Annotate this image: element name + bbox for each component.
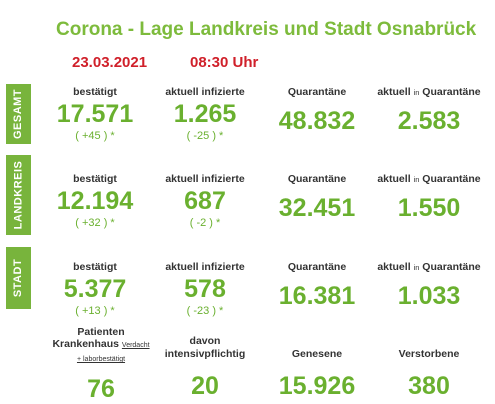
- patienten-label: Patienten: [77, 326, 125, 338]
- report-date: 23.03.2021: [72, 54, 148, 71]
- bestaetigt-value: 17.571: [56, 100, 134, 128]
- section-label-stadt: STADT: [6, 247, 31, 309]
- laborbestaetigt-label: + laborbestätigt: [76, 356, 126, 363]
- aktuell-quarantaene-value: 1.033: [397, 282, 461, 310]
- bestaetigt-delta: ( +13 ) *: [75, 305, 115, 317]
- genesene-label: Genesene: [291, 348, 343, 360]
- quarantaene-label: Quarantäne: [287, 173, 347, 185]
- bestaetigt-label: bestätigt: [73, 261, 117, 273]
- gesamt-bestaetigt: bestätigt 17.571 ( +45 ) *: [30, 86, 160, 143]
- genesene-value: 15.926: [278, 372, 356, 400]
- landkreis-bestaetigt: bestätigt 12.194 ( +32 ) *: [30, 173, 160, 230]
- bestaetigt-delta: ( +45 ) *: [75, 130, 115, 142]
- infizierte-delta: ( -2 ) *: [189, 217, 221, 229]
- stadt-aktuell-quarantaene: aktuell in Quarantäne 1.033: [364, 261, 494, 311]
- aktuell-quarantaene-label: aktuell in Quarantäne: [377, 173, 481, 185]
- gesamt-quarantaene: Quarantäne 48.832: [252, 86, 382, 136]
- infizierte-label: aktuell infizierte: [165, 261, 245, 273]
- section-label-landkreis: LANDKREIS: [6, 155, 31, 235]
- verstorbene-value: 380: [408, 372, 450, 400]
- landkreis-aktuell-quarantaene: aktuell in Quarantäne 1.550: [364, 173, 494, 223]
- krankenhaus-value: 76: [87, 375, 115, 403]
- section-label-gesamt: GESAMT: [6, 84, 31, 144]
- report-time: 08:30 Uhr: [190, 54, 259, 71]
- intensiv-block: davon intensivpflichtig 20: [140, 335, 270, 401]
- bestaetigt-label: bestätigt: [73, 86, 117, 98]
- gesamt-aktuell-quarantaene: aktuell in Quarantäne 2.583: [364, 86, 494, 136]
- aktuell-quarantaene-value: 1.550: [397, 194, 461, 222]
- bestaetigt-value: 5.377: [63, 275, 127, 303]
- page-title: Corona - Lage Landkreis und Stadt Osnabr…: [56, 19, 477, 40]
- landkreis-infizierte: aktuell infizierte 687 ( -2 ) *: [140, 173, 270, 230]
- landkreis-quarantaene: Quarantäne 32.451: [252, 173, 382, 223]
- infizierte-value: 687: [184, 187, 226, 215]
- davon-label: davon: [189, 335, 221, 347]
- verstorbene-block: Verstorbene 380: [364, 348, 494, 401]
- infizierte-delta: ( -23 ) *: [186, 305, 224, 317]
- stadt-bestaetigt: bestätigt 5.377 ( +13 ) *: [30, 261, 160, 318]
- aktuell-quarantaene-label: aktuell in Quarantäne: [377, 86, 481, 98]
- infizierte-value: 578: [184, 275, 226, 303]
- infizierte-label: aktuell infizierte: [165, 173, 245, 185]
- intensiv-label: intensivpflichtig: [164, 348, 246, 360]
- krankenhaus-block: Patienten Krankenhaus Verdacht + laborbe…: [36, 326, 166, 404]
- infizierte-delta: ( -25 ) *: [186, 130, 224, 142]
- bestaetigt-label: bestätigt: [73, 173, 117, 185]
- quarantaene-value: 32.451: [278, 194, 356, 222]
- aktuell-quarantaene-label: aktuell in Quarantäne: [377, 261, 481, 273]
- stadt-quarantaene: Quarantäne 16.381: [252, 261, 382, 311]
- krankenhaus-label: Krankenhaus Verdacht: [52, 338, 150, 350]
- quarantaene-value: 16.381: [278, 282, 356, 310]
- verstorbene-label: Verstorbene: [398, 348, 460, 360]
- quarantaene-label: Quarantäne: [287, 261, 347, 273]
- infizierte-value: 1.265: [173, 100, 237, 128]
- intensiv-value: 20: [191, 372, 219, 400]
- stadt-infizierte: aktuell infizierte 578 ( -23 ) *: [140, 261, 270, 318]
- aktuell-quarantaene-value: 2.583: [397, 107, 461, 135]
- bestaetigt-value: 12.194: [56, 187, 134, 215]
- quarantaene-value: 48.832: [278, 107, 356, 135]
- bestaetigt-delta: ( +32 ) *: [75, 217, 115, 229]
- infizierte-label: aktuell infizierte: [165, 86, 245, 98]
- quarantaene-label: Quarantäne: [287, 86, 347, 98]
- genesene-block: Genesene 15.926: [252, 348, 382, 401]
- gesamt-infizierte: aktuell infizierte 1.265 ( -25 ) *: [140, 86, 270, 143]
